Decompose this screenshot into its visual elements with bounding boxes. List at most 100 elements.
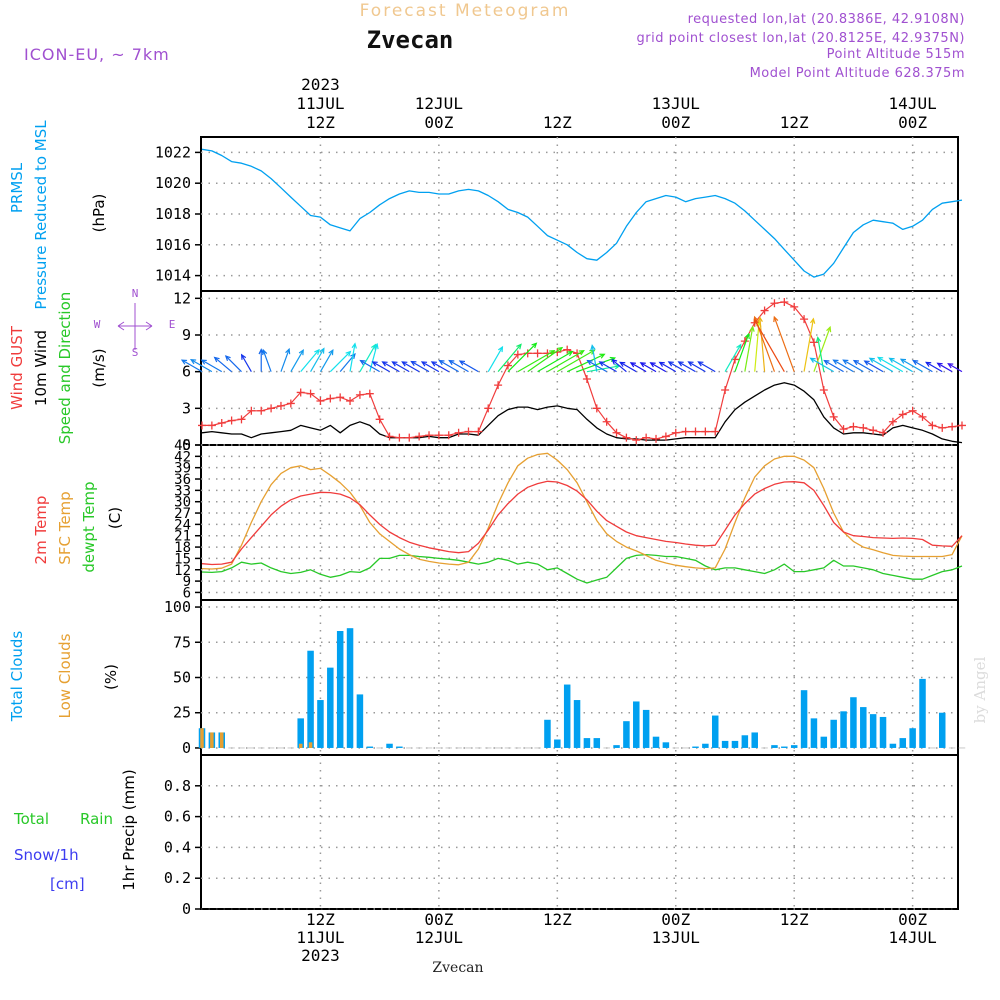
wind-arrow-head: [842, 359, 849, 365]
wind-arrow: [587, 360, 607, 373]
bottom-time-label: 2023: [301, 946, 340, 965]
wind-arrow-head: [328, 348, 334, 356]
wind-arrow-head: [753, 318, 759, 325]
wind-arrow-head: [298, 348, 304, 356]
gust-marker: [523, 349, 532, 358]
wind-arrow-head: [815, 336, 822, 343]
bottom-time-label: 00Z: [661, 910, 690, 929]
wind-ytick-label: 9: [182, 326, 191, 344]
compass-e: E: [169, 318, 176, 331]
wind-arrow-head: [599, 353, 606, 359]
bottom-time-label: 12Z: [306, 910, 335, 929]
total-cloud-bar: [396, 746, 403, 748]
top-time-label: 11JUL: [296, 94, 344, 113]
gust-marker: [326, 394, 335, 403]
compass-s: S: [132, 346, 139, 359]
gust-marker: [869, 426, 878, 435]
gust-marker: [198, 421, 206, 430]
wind-arrow: [382, 361, 400, 373]
wind-arrow-head: [200, 359, 207, 365]
temperature-ytick-label: 27: [174, 506, 191, 522]
product-title: Forecast Meteogram: [360, 1, 571, 21]
gust-marker: [602, 417, 611, 426]
wind-arrow-head: [549, 350, 556, 356]
wind-arrow-head: [180, 359, 188, 365]
bottom-time-label: 12Z: [543, 910, 572, 929]
total-cloud-bar: [386, 743, 393, 748]
wind-arrow: [557, 349, 595, 373]
wind-arrow: [310, 348, 325, 372]
gust-marker: [928, 421, 937, 430]
pressure-unit: (hPa): [90, 194, 108, 233]
gust-marker: [859, 423, 868, 432]
total-cloud-bar: [554, 739, 561, 748]
wind-arrow: [591, 345, 598, 372]
total-cloud-bar: [702, 743, 709, 748]
wind-frame: [200, 290, 959, 446]
wind-arrow: [724, 344, 742, 372]
wind-arrow: [190, 359, 213, 373]
wind-arrow-head: [899, 358, 907, 364]
wind-arrow-head: [757, 315, 763, 323]
wind-arrow-head: [189, 359, 197, 365]
gust-marker: [296, 388, 305, 397]
gust-marker: [395, 433, 404, 442]
wind-arrow: [803, 318, 814, 372]
top-time-label: 00Z: [424, 113, 453, 132]
dewpoint-label: dewpt Temp: [80, 481, 98, 572]
model-altitude: Model Point Altitude 628.375m: [750, 66, 965, 81]
wind-arrow-head: [381, 361, 388, 367]
snow-label: Snow/1h: [14, 846, 79, 864]
wind-arrow: [201, 359, 223, 373]
total-cloud-bar: [366, 746, 374, 748]
total-cloud-bar: [781, 746, 788, 748]
wind-arrow: [824, 360, 844, 373]
total-cloud-bar: [593, 738, 601, 748]
gust-marker: [592, 404, 601, 413]
gust-marker: [908, 406, 917, 415]
temperature-ytick-label: 39: [174, 461, 191, 477]
point-altitude: Point Altitude 515m: [827, 47, 965, 62]
wind-arrow: [439, 360, 459, 373]
gust-marker: [681, 427, 690, 436]
total-cloud-bar: [317, 700, 324, 748]
wind-arrow-head: [947, 363, 954, 369]
wind-arrow-head: [809, 357, 816, 363]
wind-arrow-head: [240, 353, 247, 360]
wind-ytick-label: 6: [182, 363, 191, 381]
wind-arrow: [241, 354, 252, 372]
wind-arrow: [864, 360, 884, 373]
wind-arrow-head: [410, 360, 417, 366]
gust-line: [202, 301, 963, 441]
wind-arrow: [449, 360, 469, 373]
total-cloud-bar: [939, 712, 946, 748]
clouds-ytick-label: 0: [182, 739, 191, 757]
wind-arrow: [225, 355, 242, 373]
wind-arrow-head: [557, 346, 564, 353]
wind-arrow-head: [578, 350, 585, 356]
temperature-ytick-label: 6: [183, 585, 191, 601]
gust-marker: [918, 412, 927, 421]
pressure-long-label: Pressure Reduced to MSL: [32, 120, 50, 310]
gust-marker: [494, 381, 503, 390]
credit-watermark: by Angel: [971, 656, 989, 723]
wind-arrow: [360, 360, 380, 373]
dewpoint-line: [201, 553, 963, 584]
wind-arrow: [459, 360, 479, 373]
pressure-ytick-label: 1014: [155, 267, 191, 285]
wind-arrow: [759, 317, 766, 372]
gust-marker: [563, 345, 572, 354]
total-cloud-bar: [741, 735, 749, 748]
gust-marker: [474, 427, 483, 436]
footer: Zvecan by Angel: [432, 656, 989, 976]
wind-arrow-head: [586, 359, 593, 366]
wind-arrow-head: [598, 361, 605, 367]
compass-w: W: [94, 318, 101, 331]
wind-arrow: [319, 349, 334, 372]
wind-arrow-head: [611, 358, 618, 365]
gust-marker: [612, 428, 621, 437]
gust-marker: [721, 386, 730, 394]
wind-arrow: [937, 362, 953, 373]
wind-arrow: [744, 326, 754, 372]
wind-arrow-head: [697, 361, 704, 367]
